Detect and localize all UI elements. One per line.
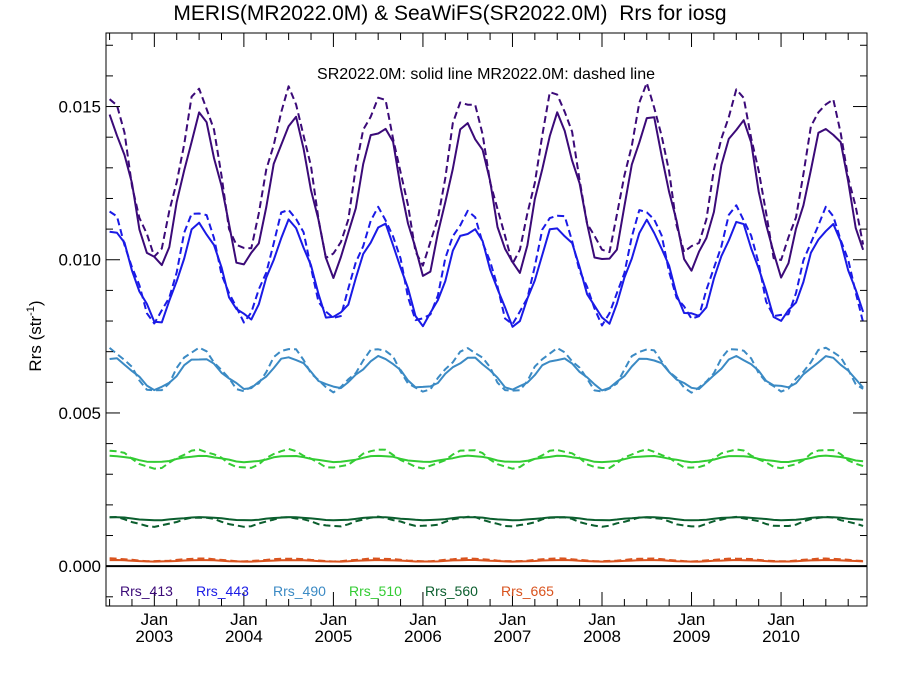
legend-entry-rrs-413: Rrs_413 <box>120 583 173 599</box>
y-axis-label: Rrs (str-1) <box>25 300 45 371</box>
x-tick-label-month: Jan <box>678 610 705 629</box>
series-line-rrs-490-dashed <box>108 346 864 394</box>
legend-entry-rrs-560: Rrs_560 <box>425 583 478 599</box>
legend-entry-rrs-665: Rrs_665 <box>501 583 554 599</box>
chart-subtitle: SR2022.0M: solid line MR2022.0M: dashed … <box>317 66 655 83</box>
x-tick-label-year: 2010 <box>762 627 800 646</box>
x-tick-label-year: 2003 <box>135 627 173 646</box>
series-line-rrs-443-solid <box>109 218 865 328</box>
x-tick-label-year: 2009 <box>673 627 711 646</box>
plot-lines <box>108 81 865 563</box>
x-tick-label-month: Jan <box>320 610 347 629</box>
y-tick-label: 0.005 <box>58 404 101 423</box>
series-line-rrs-665-dashed <box>109 557 864 563</box>
x-tick-label-month: Jan <box>409 610 436 629</box>
series-line-rrs-510-solid <box>109 454 864 464</box>
series-line-rrs-560-dashed <box>109 515 864 528</box>
series-line-rrs-560-solid <box>109 516 864 522</box>
y-tick-label: 0.015 <box>58 98 101 117</box>
series-line-rrs-490-solid <box>109 354 864 392</box>
legend-entry-rrs-510: Rrs_510 <box>349 583 402 599</box>
x-tick-label-month: Jan <box>141 610 168 629</box>
y-tick-label: 0.010 <box>58 251 101 270</box>
series-line-rrs-413-dashed <box>108 81 865 267</box>
plot-axes: 0.0000.0050.0100.015Jan2003Jan2004Jan200… <box>58 32 868 646</box>
y-axis-label-superscript: -1 <box>25 306 37 316</box>
x-tick-label-year: 2006 <box>404 627 442 646</box>
series-line-rrs-443-dashed <box>109 204 865 327</box>
x-tick-label-month: Jan <box>230 610 257 629</box>
legend-entry-rrs-443: Rrs_443 <box>196 583 249 599</box>
y-axis-label-tail: ) <box>26 300 45 306</box>
legend: Rrs_413 Rrs_443 Rrs_490 Rrs_510 Rrs_560 Rrs_6… <box>120 583 554 599</box>
plot-frame <box>105 32 868 607</box>
x-tick-label-year: 2004 <box>225 627 263 646</box>
x-tick-label-year: 2007 <box>494 627 532 646</box>
chart-title: MERIS(MR2022.0M) & SeaWiFS(SR2022.0M) Rr… <box>173 2 727 25</box>
series-line-rrs-510-dashed <box>109 447 864 470</box>
x-tick-label-month: Jan <box>767 610 794 629</box>
legend-entry-rrs-490: Rrs_490 <box>273 583 326 599</box>
x-tick-label-year: 2008 <box>583 627 621 646</box>
x-tick-label-year: 2005 <box>314 627 352 646</box>
x-tick-label-month: Jan <box>588 610 615 629</box>
y-axis-label-main: Rrs (str <box>26 316 45 372</box>
series-line-rrs-413-solid <box>108 111 865 279</box>
x-tick-label-month: Jan <box>499 610 526 629</box>
y-tick-label: 0.000 <box>58 557 101 576</box>
